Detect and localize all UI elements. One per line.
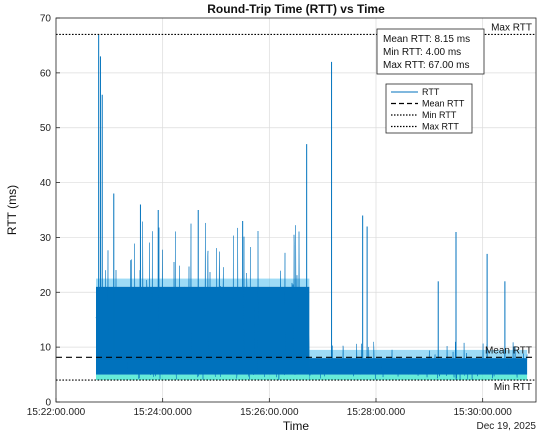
date-label: Dec 19, 2025 bbox=[477, 421, 537, 432]
stats-mean: Mean RTT: 8.15 ms bbox=[383, 34, 470, 45]
min-rtt-line-label: Min RTT bbox=[494, 382, 532, 393]
legend-label-rtt: RTT bbox=[422, 87, 440, 97]
y-tick-label: 40 bbox=[40, 178, 52, 189]
y-tick-label: 20 bbox=[40, 288, 52, 299]
stats-max: Max RTT: 67.00 ms bbox=[383, 60, 470, 71]
axis-ticks: 0 10 20 30 40 50 60 70 15:22:00.000 15:24:00.000 1… bbox=[27, 14, 512, 419]
stats-box-frame bbox=[376, 28, 485, 75]
rtt-trace bbox=[95, 221, 310, 381]
x-tick-label: 15:30:00.000 bbox=[453, 407, 512, 418]
rtt-fringe bbox=[309, 349, 528, 359]
y-tick-label: 0 bbox=[45, 398, 51, 409]
x-tick-label: 15:28:00.000 bbox=[347, 407, 406, 418]
chart-title: Round-Trip Time (RTT) vs Time bbox=[207, 2, 385, 16]
x-tick-label: 15:26:00.000 bbox=[240, 407, 299, 418]
y-tick-label: 50 bbox=[40, 123, 52, 134]
rtt-series bbox=[95, 34, 528, 381]
rtt-fringe bbox=[96, 278, 310, 287]
x-tick-label: 15:22:00.000 bbox=[27, 407, 86, 418]
stats-min: Min RTT: 4.00 ms bbox=[383, 47, 461, 58]
max-rtt-line-label: Max RTT bbox=[491, 22, 532, 33]
x-tick-label: 15:24:00.000 bbox=[133, 407, 192, 418]
legend-label-max: Max RTT bbox=[422, 122, 459, 132]
y-tick-label: 60 bbox=[40, 68, 52, 79]
plot-frame bbox=[55, 17, 537, 403]
legend-label-mean: Mean RTT bbox=[422, 99, 465, 109]
legend: RTT Mean RTT Min RTT Max RTT bbox=[385, 83, 473, 134]
rtt-trace bbox=[309, 341, 528, 381]
x-axis-label: Time bbox=[283, 419, 310, 433]
y-tick-label: 30 bbox=[40, 233, 52, 244]
rtt-min-band bbox=[96, 374, 310, 381]
rtt-min-band bbox=[309, 374, 528, 381]
stats-box: Mean RTT: 8.15 ms Min RTT: 4.00 ms Max R… bbox=[376, 28, 485, 75]
mean-rtt-line-label: Mean RTT bbox=[485, 345, 532, 356]
y-axis-label: RTT (ms) bbox=[5, 185, 19, 235]
legend-label-min: Min RTT bbox=[422, 110, 457, 120]
y-tick-label: 10 bbox=[40, 343, 52, 354]
y-tick-label: 70 bbox=[40, 14, 52, 25]
